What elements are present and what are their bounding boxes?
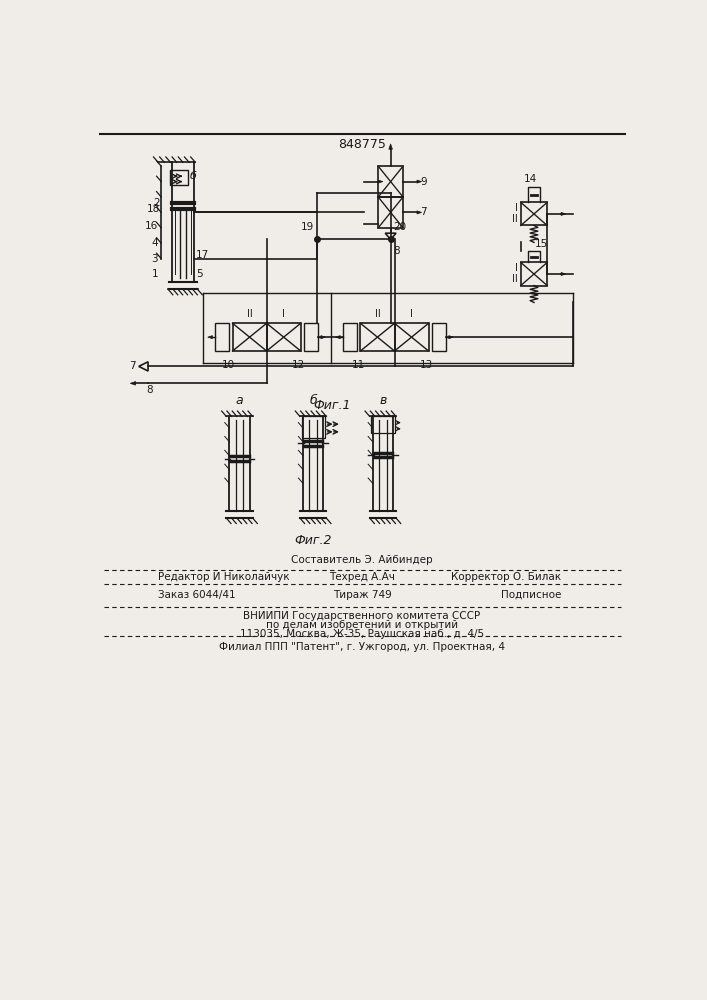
Polygon shape [130, 382, 136, 385]
Polygon shape [417, 180, 421, 183]
Bar [395, 323, 428, 351]
Text: Техред А.Ач: Техред А.Ач [329, 572, 395, 582]
Text: I: I [410, 309, 413, 319]
Bar [170, 170, 188, 185]
Bar [378, 166, 403, 197]
Text: 19: 19 [301, 222, 315, 232]
Text: 8: 8 [394, 246, 400, 256]
Text: Составитель Э. Айбиндер: Составитель Э. Айбиндер [291, 555, 433, 565]
Text: 5: 5 [196, 269, 203, 279]
Text: 18: 18 [146, 204, 160, 214]
Bar [521, 262, 547, 286]
Text: I: I [515, 263, 518, 273]
Text: 9: 9 [420, 177, 427, 187]
Text: Фиг.1: Фиг.1 [314, 399, 351, 412]
Text: Филиал ППП "Патент", г. Ужгород, ул. Проектная, 4: Филиал ППП "Патент", г. Ужгород, ул. Про… [219, 642, 505, 652]
Bar [361, 323, 395, 351]
Text: 13: 13 [420, 360, 433, 370]
Text: 12: 12 [292, 360, 305, 370]
Bar [301, 416, 325, 438]
Text: 8: 8 [146, 385, 153, 395]
Text: 16: 16 [145, 221, 158, 231]
Text: 113035, Москва, Ж-35, Раушская наб., д. 4/5: 113035, Москва, Ж-35, Раушская наб., д. … [240, 629, 484, 639]
Text: а: а [235, 394, 243, 407]
Polygon shape [378, 180, 383, 183]
Bar [216, 323, 230, 351]
Text: Подписное: Подписное [501, 590, 561, 600]
Text: 4: 4 [151, 238, 158, 248]
Text: II: II [512, 214, 518, 224]
Text: 10: 10 [222, 360, 235, 370]
Text: Редактор И Николайчук: Редактор И Николайчук [158, 572, 290, 582]
Polygon shape [208, 336, 212, 339]
Polygon shape [336, 336, 340, 339]
Text: Тираж 749: Тираж 749 [332, 590, 392, 600]
Polygon shape [449, 336, 453, 339]
Text: в: в [379, 394, 387, 407]
Bar [267, 323, 300, 351]
Text: II: II [247, 309, 252, 319]
Polygon shape [417, 211, 421, 214]
Text: 17: 17 [196, 250, 209, 260]
Text: 15: 15 [535, 239, 549, 249]
Polygon shape [389, 144, 392, 149]
Bar [521, 202, 547, 225]
Text: 7: 7 [129, 361, 136, 371]
Text: II: II [512, 274, 518, 284]
Text: Заказ 6044/41: Заказ 6044/41 [158, 590, 235, 600]
Text: б: б [190, 171, 197, 181]
Text: I: I [515, 203, 518, 213]
Polygon shape [561, 272, 566, 276]
Text: ВНИИПИ Государственного комитета СССР: ВНИИПИ Государственного комитета СССР [243, 611, 481, 621]
Bar [344, 323, 357, 351]
Polygon shape [321, 336, 325, 339]
Bar [304, 323, 317, 351]
Text: Фиг.2: Фиг.2 [294, 534, 332, 547]
Text: 848775: 848775 [338, 138, 386, 151]
Polygon shape [561, 212, 566, 215]
Bar [371, 416, 395, 433]
Text: 20: 20 [393, 222, 407, 232]
Text: 7: 7 [420, 207, 427, 217]
Text: I: I [282, 309, 285, 319]
Bar [378, 197, 403, 228]
Text: б: б [309, 394, 317, 407]
Text: II: II [375, 309, 380, 319]
Text: 14: 14 [523, 174, 537, 184]
Bar [432, 323, 445, 351]
Text: 11: 11 [351, 360, 365, 370]
Text: 1: 1 [151, 269, 158, 279]
Text: 2: 2 [153, 198, 160, 208]
Text: по делам изобретений и открытий: по делам изобретений и открытий [266, 620, 458, 630]
Text: 3: 3 [151, 254, 158, 264]
Bar [233, 323, 267, 351]
Text: Корректор О. Билак: Корректор О. Билак [451, 572, 561, 582]
